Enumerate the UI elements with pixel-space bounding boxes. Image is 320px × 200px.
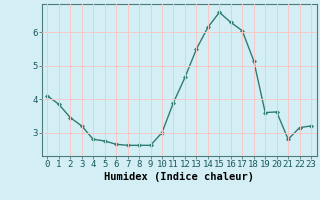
X-axis label: Humidex (Indice chaleur): Humidex (Indice chaleur) — [104, 172, 254, 182]
